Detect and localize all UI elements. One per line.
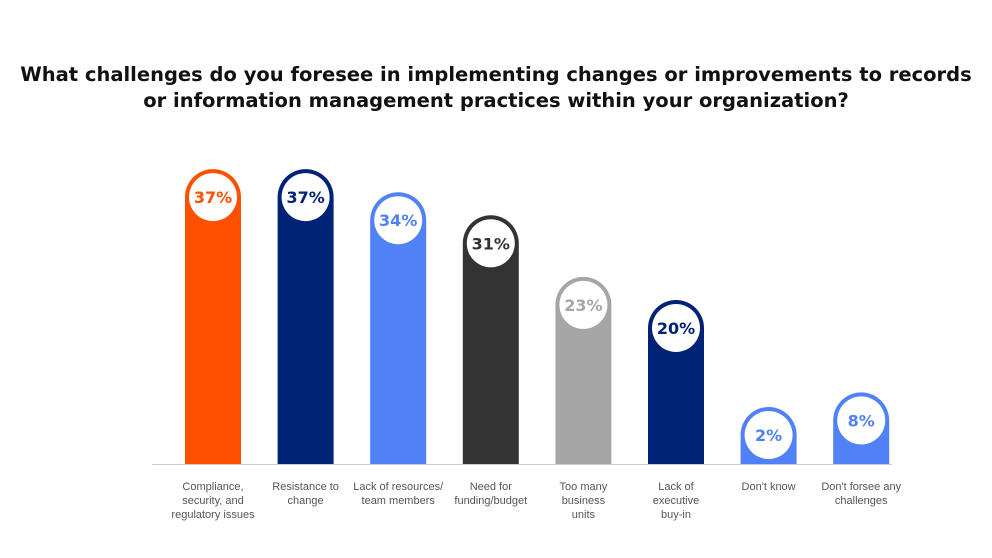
category-label-line: Too many: [560, 481, 608, 493]
category-label-line: Compliance,: [182, 481, 243, 493]
category-label-line: units: [572, 509, 596, 521]
category-label-line: Don't forsee any: [821, 481, 901, 493]
category-label: Too many business units: [560, 481, 608, 521]
category-label-line: Don't know: [742, 481, 796, 493]
value-label-circle: [281, 173, 330, 222]
value-label: 37%: [194, 188, 232, 207]
chart-title-line-1: What challenges do you foresee in implem…: [20, 63, 972, 86]
category-label-line: business: [562, 495, 606, 507]
value-label: 37%: [286, 188, 324, 207]
category-label-line: Lack of resources/: [353, 481, 444, 493]
value-label-circle: [837, 396, 886, 445]
category-label-line: challenges: [835, 495, 888, 507]
value-label-circle: [374, 196, 423, 245]
category-label: Don't know: [742, 481, 796, 493]
category-label: Don't forsee any challenges: [821, 481, 901, 507]
category-label-line: funding/budget: [454, 495, 527, 507]
category-label-line: security, and: [182, 495, 244, 507]
category-label-line: Lack of: [658, 481, 694, 493]
value-label: 31%: [472, 234, 510, 253]
category-label-line: buy-in: [661, 509, 691, 521]
value-label-circle: [466, 219, 515, 268]
category-label: Resistance to change: [272, 481, 339, 507]
bar: [185, 169, 242, 464]
chart-title: What challenges do you foresee in implem…: [0, 62, 992, 114]
category-label-line: team members: [362, 495, 436, 507]
value-label: 23%: [564, 296, 602, 315]
value-label-circle: [652, 304, 700, 352]
value-label-circle: [559, 280, 608, 329]
category-label: Need for funding/budget: [454, 481, 527, 507]
value-label: 34%: [379, 211, 417, 230]
category-label: Lack of resources/team members: [353, 481, 444, 507]
value-label: 20%: [657, 319, 695, 338]
bar: [277, 169, 334, 464]
value-label-circle: [744, 411, 793, 459]
category-label: Lack of executive buy-in: [653, 481, 699, 521]
value-label-circle: [189, 173, 237, 222]
value-label: 2%: [755, 426, 782, 445]
category-label-line: change: [288, 495, 324, 507]
category-label-line: executive: [653, 495, 699, 507]
category-label-line: Need for: [470, 481, 513, 493]
category-label-line: regulatory issues: [171, 509, 255, 521]
bar: [370, 192, 427, 464]
chart-title-line-2: or information management practices with…: [143, 89, 849, 112]
category-label-line: Resistance to: [272, 481, 339, 493]
value-label: 8%: [848, 411, 875, 430]
bar: [462, 215, 519, 464]
category-label: Compliance, security, and regulatory issue…: [171, 481, 255, 521]
